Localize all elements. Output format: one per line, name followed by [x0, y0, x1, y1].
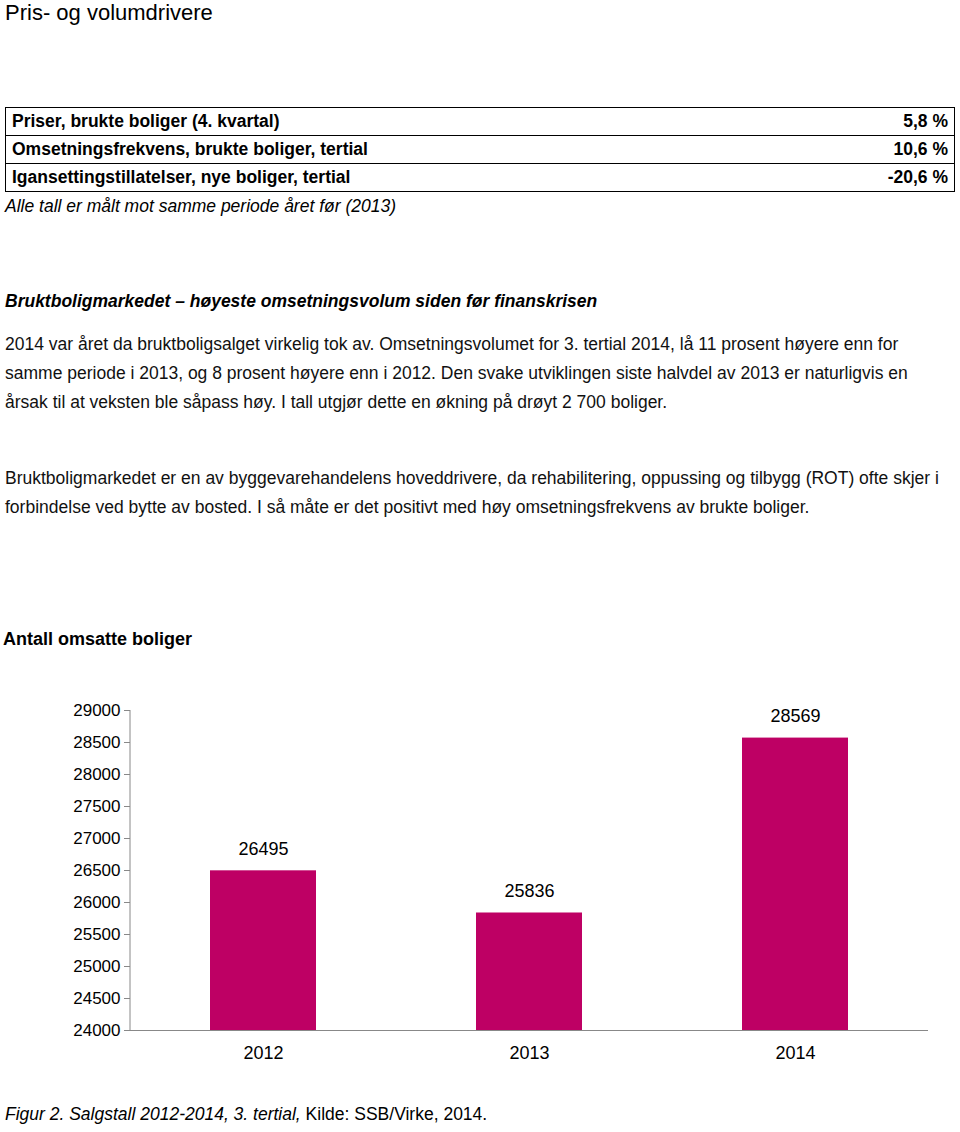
svg-text:2013: 2013 — [509, 1043, 549, 1063]
svg-text:2012: 2012 — [243, 1043, 283, 1063]
html-text:Igansettingstillatelser, nye b: Igansettingstillatelser, nye boliger, te… — [12, 167, 351, 187]
html-text:Figur 2. Salgstall 2012-2014,: Figur 2. Salgstall 2012-2014, 3. tertial… — [5, 1104, 488, 1124]
html-text:Antall omsatte boliger: Antall omsatte boliger — [3, 629, 192, 649]
svg-text:26000: 26000 — [73, 893, 120, 912]
html-text:Pris- og volumdrivere: Pris- og volumdrivere — [5, 0, 213, 25]
html-text:Priser, brukte boliger (4. kva: Priser, brukte boliger (4. kvartal) — [12, 111, 280, 131]
svg-text:27000: 27000 — [73, 829, 120, 848]
html-text:Omsetningsfrekvens, brukte bol: Omsetningsfrekvens, brukte boliger, tert… — [12, 139, 368, 159]
svg-text:26500: 26500 — [73, 861, 120, 880]
svg-text:25836: 25836 — [504, 881, 554, 901]
html-text:10,6 %: 10,6 % — [893, 139, 948, 159]
html-text:5,8 %: 5,8 % — [903, 111, 948, 131]
svg-text:25000: 25000 — [73, 957, 120, 976]
html-text:-20,6 %: -20,6 % — [887, 167, 948, 187]
html-text:Bruktboligmarkedet – høyeste o: Bruktboligmarkedet – høyeste omsetningsv… — [5, 291, 598, 311]
svg-text:27500: 27500 — [73, 797, 120, 816]
svg-text:24000: 24000 — [73, 1021, 120, 1040]
html-text:2014 var året da bruktboligsal: 2014 var året da bruktboligsalget virkel… — [5, 334, 908, 412]
svg-text:24500: 24500 — [73, 989, 120, 1008]
svg-text:28500: 28500 — [73, 733, 120, 752]
svg-text:29000: 29000 — [73, 701, 120, 720]
svg-text:28000: 28000 — [73, 765, 120, 784]
html-text:Alle tall er målt mot samme pe: Alle tall er målt mot samme periode året… — [5, 196, 396, 216]
svg-text:25500: 25500 — [73, 925, 120, 944]
html-text:Bruktboligmarkedet er en av by: Bruktboligmarkedet er en av byggevarehan… — [5, 468, 939, 517]
svg-text:28569: 28569 — [770, 706, 820, 726]
svg-text:26495: 26495 — [238, 839, 288, 859]
svg-text:2014: 2014 — [775, 1043, 815, 1063]
